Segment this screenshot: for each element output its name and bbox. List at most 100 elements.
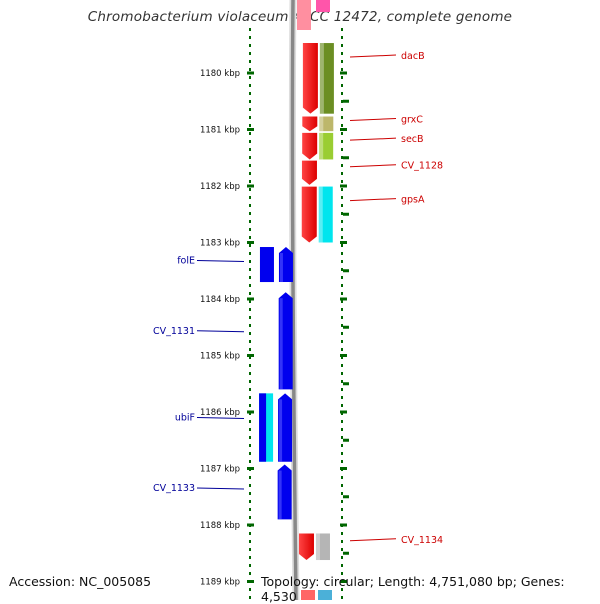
- ruler-major-tick-left: [247, 467, 254, 470]
- cds-arrow: [298, 533, 314, 561]
- ruler-major-tick-right: [340, 410, 347, 414]
- ruler-dotted-lines: [249, 28, 343, 599]
- reverse-gene-label[interactable]: folE: [177, 256, 195, 267]
- next-gene-stub: [301, 590, 315, 600]
- gene-label-leader: [349, 118, 397, 122]
- forward-gene-grxc[interactable]: [302, 116, 334, 132]
- ruler-tick-label: 1180 kbp: [200, 69, 240, 79]
- ruler-major-tick-right: [340, 71, 347, 75]
- forward-gene-cv_1134[interactable]: [298, 533, 330, 561]
- left-ruler-dots: [249, 28, 251, 599]
- cds-highlight: [279, 298, 283, 390]
- gene-label-leader: [349, 137, 397, 141]
- ruler-major-tick-left: [247, 354, 254, 357]
- forward-gene-label[interactable]: dacB: [401, 51, 425, 62]
- ruler-minor-tick: [343, 99, 349, 103]
- ruler-minor-tick: [343, 438, 349, 442]
- ruler-tick-label: 1185 kbp: [200, 352, 240, 362]
- category-highlight: [319, 116, 324, 132]
- ruler-major-tick-left: [247, 410, 254, 414]
- category-block: [319, 116, 334, 132]
- category-highlight: [319, 43, 324, 114]
- forward-gene-label[interactable]: gpsA: [401, 195, 425, 206]
- category-block: [259, 247, 274, 283]
- reverse-gene-label[interactable]: ubiF: [175, 413, 195, 424]
- ruler-major-tick-right: [340, 467, 347, 470]
- category-block: [319, 43, 334, 114]
- ruler-tick-label: 1187 kbp: [200, 465, 240, 475]
- gene-label-leader: [349, 164, 397, 168]
- ruler-tick-label: 1181 kbp: [200, 126, 240, 136]
- cds-arrow: [301, 186, 317, 243]
- ruler-minor-tick: [343, 495, 349, 499]
- forward-gene-label[interactable]: CV_1134: [401, 535, 443, 546]
- ruler-major-tick-right: [340, 580, 347, 583]
- gene-label-leader: [349, 54, 397, 58]
- right-ruler-dots: [341, 28, 343, 599]
- category-block: [315, 533, 330, 561]
- ruler-minor-tick: [343, 551, 349, 555]
- cds-arrow: [302, 43, 318, 114]
- ruler-major-tick-left: [247, 580, 254, 583]
- forward-gene-cv_1128[interactable]: [301, 160, 317, 185]
- next-gene-stub-2: [318, 590, 332, 600]
- forward-gene-secb[interactable]: [302, 132, 334, 160]
- ruler-ticks: 1180 kbp 1181 kbp 1182 kbp 1183 kbp 1184 kbp…: [200, 69, 349, 588]
- backbone-line: [288, 0, 330, 600]
- forward-gene-label[interactable]: grxC: [401, 115, 423, 126]
- accession-label: Accession: NC_005085: [9, 574, 152, 589]
- cds-highlight: [279, 253, 283, 283]
- backbone-strand: [290, 0, 298, 600]
- reverse-gene-label[interactable]: CV_1133: [153, 483, 195, 494]
- ruler-major-tick-left: [247, 71, 254, 75]
- ruler-tick-label: 1184 kbp: [200, 295, 240, 305]
- ruler-minor-tick: [343, 382, 349, 386]
- forward-gene-gpsa[interactable]: [301, 186, 333, 243]
- gene-features: [259, 43, 334, 600]
- cds-highlight: [278, 470, 282, 520]
- ruler-tick-label: 1182 kbp: [200, 182, 240, 192]
- category-block: [319, 132, 334, 160]
- ruler-major-tick-right: [340, 297, 347, 301]
- reverse-gene-label[interactable]: CV_1131: [153, 326, 195, 337]
- ruler-major-tick-left: [247, 523, 254, 527]
- cds-highlight: [279, 399, 283, 462]
- ruler-major-tick-right: [340, 523, 347, 527]
- backbone-top-stub-2: [316, 0, 330, 12]
- forward-gene-label[interactable]: secB: [401, 134, 424, 145]
- gene-label-leader: [349, 538, 397, 542]
- reverse-gene-cv_1131[interactable]: [278, 292, 293, 390]
- category-block-split: [259, 393, 267, 462]
- ruler-major-tick-right: [340, 184, 347, 188]
- forward-gene-dacb[interactable]: [302, 43, 334, 114]
- ruler-major-tick-right: [340, 128, 347, 131]
- cds-arrow: [302, 116, 318, 132]
- gene-label-leader: [349, 198, 397, 202]
- ruler-major-tick-left: [247, 128, 254, 131]
- reverse-gene-ubif[interactable]: [259, 393, 293, 462]
- ruler-major-tick-left: [247, 297, 254, 301]
- gene-label-leader: [196, 487, 245, 490]
- ruler-major-tick-left: [247, 241, 254, 244]
- category-highlight: [315, 533, 320, 561]
- gene-labels: dacB grxC secB CV_1128 gpsA CV_1134 folE CV_113…: [153, 51, 443, 546]
- backbone-top-stub: [297, 0, 311, 30]
- reverse-gene-cv_1133[interactable]: [277, 464, 292, 520]
- forward-gene-label[interactable]: CV_1128: [401, 161, 443, 172]
- gene-label-leader: [196, 260, 245, 263]
- reverse-gene-fole[interactable]: [259, 247, 293, 283]
- gene-label-leader: [196, 417, 245, 420]
- ruler-minor-tick: [343, 156, 349, 160]
- ruler-tick-label: 1188 kbp: [200, 521, 240, 531]
- cds-arrow: [302, 132, 318, 160]
- ruler-minor-tick: [343, 212, 349, 216]
- category-block: [318, 186, 333, 243]
- gene-label-leader: [196, 330, 245, 333]
- ruler-major-tick-right: [340, 354, 347, 357]
- ruler-tick-label: 1183 kbp: [200, 239, 240, 249]
- category-highlight: [319, 132, 324, 160]
- ruler-major-tick-right: [340, 241, 347, 244]
- cds-arrow: [301, 160, 317, 185]
- ruler-tick-label: 1186 kbp: [200, 408, 240, 418]
